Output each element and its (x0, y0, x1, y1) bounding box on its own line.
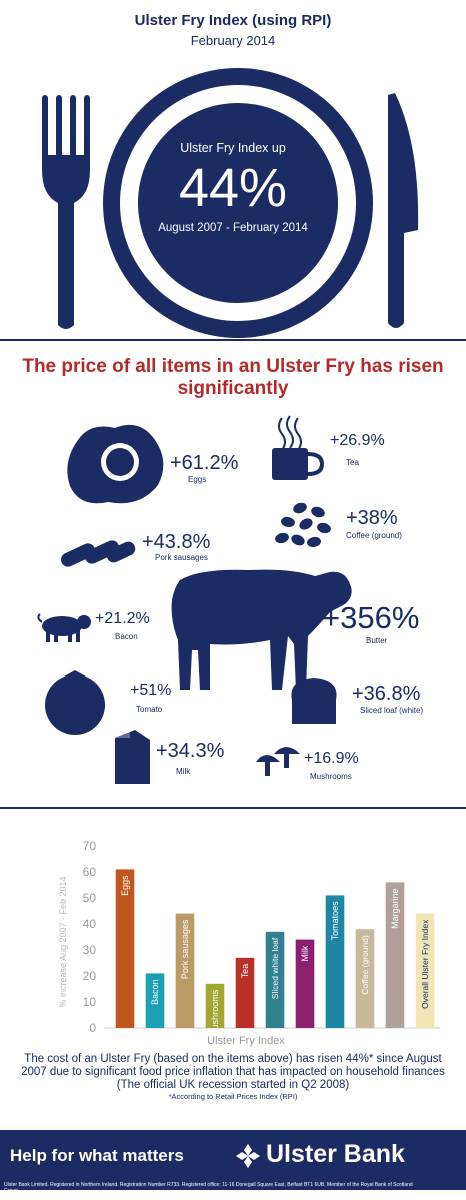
fork-icon (42, 95, 90, 329)
x-axis-label: Ulster Fry Index (207, 1035, 285, 1047)
y-axis-label: % increase Aug 2007 - Feb 2014 (58, 876, 68, 1007)
bar-tea (235, 957, 255, 1028)
bar-milk (295, 939, 315, 1028)
bar-label: Bacon (150, 979, 160, 1005)
knife-icon (388, 93, 419, 328)
bar-tomatoes (325, 895, 345, 1028)
bank-name: Ulster Bank (266, 1140, 405, 1168)
milk-carton-icon (115, 730, 150, 784)
section-headline: The price of all items in an Ulster Fry … (22, 356, 444, 399)
item-label-pork-sausages: Pork sausages (155, 553, 208, 562)
chart-note: The cost of an Ulster Fry (based on the … (21, 1053, 445, 1091)
bar-label: Coffee (ground) (360, 935, 370, 995)
chart-footnote: *According to Retail Prices Index (RPI) (168, 1092, 298, 1101)
tomato-icon (45, 670, 105, 735)
plate-period: August 2007 - February 2014 (158, 222, 308, 234)
bar-label: Tea (240, 964, 250, 979)
bar-pork-sausages (175, 913, 195, 1028)
bar-bacon (145, 973, 165, 1028)
bread-icon (291, 678, 337, 724)
bank-logo-icon (236, 1144, 260, 1168)
plate-big-value: 44% (178, 158, 288, 218)
item-label-sliced-loaf: Sliced loaf (white) (360, 706, 424, 715)
item-label-milk: Milk (176, 767, 191, 776)
item-value-sliced-loaf: +36.8% (352, 683, 421, 705)
bar-label: Mushrooms (210, 989, 220, 1037)
sausages-icon (61, 540, 136, 567)
y-tick-label: 20 (83, 969, 97, 983)
fried-egg-icon (67, 424, 164, 504)
bar-label: Eggs (120, 875, 130, 896)
plate-illustration (42, 68, 419, 338)
item-label-eggs: Eggs (188, 475, 207, 484)
teacup-icon (272, 415, 325, 480)
item-value-tomato: +51% (130, 682, 172, 699)
plate-caption: Ulster Fry Index up (180, 141, 286, 155)
item-label-bacon: Bacon (115, 632, 138, 641)
page-subtitle: February 2014 (190, 33, 276, 48)
items-illustration (37, 415, 352, 784)
mushrooms-icon (256, 747, 300, 776)
legal-text: Ulster Bank Limited. Registered in North… (4, 1182, 413, 1194)
bar-sliced-white-loaf (265, 931, 285, 1028)
item-label-coffee: Coffee (ground) (346, 531, 402, 540)
item-value-milk: +34.3% (156, 740, 225, 762)
y-tick-label: 0 (89, 1021, 96, 1035)
coffee-beans-icon (275, 502, 331, 548)
bar-label: Tomatoes (330, 901, 340, 941)
bar-label: Milk (300, 945, 310, 961)
y-tick-label: 10 (83, 995, 97, 1009)
item-label-tea: Tea (346, 458, 359, 467)
divider (0, 807, 466, 809)
bar-label: Margarine (390, 888, 400, 929)
bar-label: Overall Ulster Fry Index (420, 919, 430, 1009)
page-title: Ulster Fry Index (using RPI) (134, 12, 332, 29)
y-tick-label: 70 (83, 839, 97, 853)
item-value-tea: +26.9% (330, 432, 385, 449)
bar-label: Sliced white loaf (270, 937, 280, 999)
bar-coffee-ground (355, 929, 375, 1028)
footer-tagline: Help for what matters (10, 1146, 184, 1165)
item-label-butter: Butter (366, 636, 388, 645)
item-value-mushrooms: +16.9% (304, 750, 359, 767)
y-tick-label: 30 (83, 943, 97, 957)
item-value-bacon: +21.2% (95, 610, 150, 627)
item-label-tomato: Tomato (136, 705, 163, 714)
plate-center (138, 103, 338, 303)
pig-icon (37, 613, 91, 642)
item-label-mushrooms: Mushrooms (310, 772, 352, 781)
bar-eggs (115, 869, 135, 1028)
y-tick-label: 60 (83, 865, 97, 879)
y-tick-label: 40 (83, 917, 97, 931)
bar-margarine (385, 882, 405, 1028)
cow-icon (171, 569, 352, 690)
bar-chart: % increase Aug 2007 - Feb 2014 Ulster Fr… (58, 839, 440, 1047)
item-value-coffee: +38% (346, 507, 398, 529)
y-tick-label: 50 (83, 891, 97, 905)
item-value-eggs: +61.2% (170, 452, 239, 474)
bar-mushrooms (205, 983, 225, 1028)
item-value-pork-sausages: +43.8% (142, 531, 211, 553)
item-value-butter: +356% (322, 600, 420, 635)
divider (0, 339, 466, 341)
bar-overall-ulster-fry-index (415, 913, 435, 1028)
footer-band (0, 1130, 466, 1190)
bar-label: Pork sausages (180, 919, 190, 979)
